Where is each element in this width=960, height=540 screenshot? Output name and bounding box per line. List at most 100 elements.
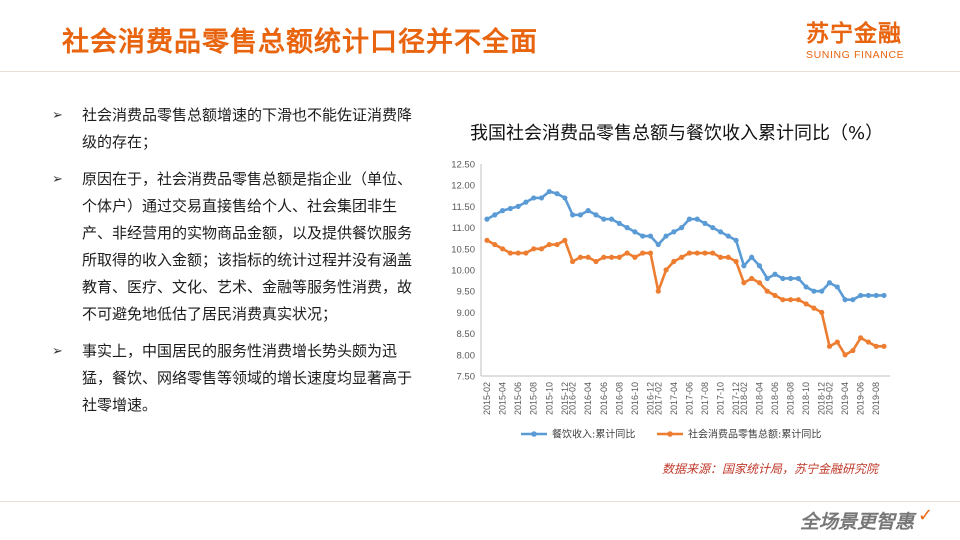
catering-revenue-point <box>756 263 763 269</box>
retail-sales-point <box>616 254 622 260</box>
catering-revenue-point <box>577 212 584 218</box>
retail-sales-point <box>795 297 801 303</box>
y-tick-label: 8.50 <box>457 329 476 340</box>
logo-english-name: SUNING FINANCE <box>806 49 905 61</box>
retail-sales-point <box>694 250 700 256</box>
x-tick-label: 2016-06 <box>599 382 609 415</box>
catering-revenue-point <box>484 216 490 222</box>
x-tick-label: 2016-04 <box>583 382 593 415</box>
catering-revenue-point <box>865 292 872 299</box>
x-tick-label: 2015-08 <box>529 382 539 415</box>
catering-revenue-point <box>492 212 498 218</box>
retail-sales-point <box>531 246 537 252</box>
catering-revenue-point <box>663 233 669 239</box>
retail-sales-point <box>593 258 599 265</box>
retail-sales-point <box>702 250 708 256</box>
catering-revenue-point <box>787 275 794 282</box>
legend-label: 社会消费品零售总额:累计同比 <box>688 428 821 441</box>
catering-revenue-point <box>655 241 661 248</box>
retail-sales-point <box>640 250 646 256</box>
bullet-item: ➢ 原因在于，社会消费品零售总额是指企业（单位、个体户）通过交易直接售给个人、社… <box>52 166 416 328</box>
arrow-bullet-icon: ➢ <box>52 108 63 123</box>
bullet-text: 社会消费品零售总额增速的下滑也不能佐证消费降级的存在； <box>82 106 413 151</box>
catering-revenue-point <box>702 220 708 226</box>
y-tick-label: 11.00 <box>452 223 475 234</box>
catering-revenue-point <box>570 212 576 218</box>
retail-sales-point <box>492 241 498 248</box>
catering-revenue-point <box>881 292 887 299</box>
legend-label: 餐饮收入:累计同比 <box>552 428 635 441</box>
legend-marker <box>667 431 673 437</box>
catering-revenue-point <box>531 195 537 201</box>
catering-revenue-point <box>585 208 591 214</box>
x-tick-label: 2018-02 <box>739 382 749 415</box>
catering-revenue-point <box>733 237 739 243</box>
catering-revenue-point <box>640 233 646 239</box>
y-tick-label: 12.00 <box>451 181 475 192</box>
retail-sales-point <box>608 254 615 260</box>
retail-sales-point <box>858 335 864 341</box>
catering-revenue-point <box>624 225 630 231</box>
x-tick-label: 2018-06 <box>770 382 780 415</box>
retail-sales-point <box>663 267 669 273</box>
x-tick-label: 2018-04 <box>754 382 764 415</box>
retail-sales-point <box>733 258 739 265</box>
y-tick-label: 7.50 <box>457 372 476 383</box>
retail-sales-point <box>655 288 661 294</box>
x-tick-label: 2017-10 <box>716 382 726 415</box>
chart-title: 我国社会消费品零售总额与餐饮收入累计同比（%） <box>470 123 884 144</box>
data-source-note: 数据来源：国家统计局，苏宁金融研究院 <box>662 462 879 476</box>
catering-revenue-point <box>671 229 677 235</box>
footer-slogan: 全场景更智惠 <box>800 511 915 533</box>
retail-sales-point <box>710 250 716 256</box>
retail-sales-point <box>562 237 568 243</box>
catering-revenue-line <box>486 190 884 301</box>
x-tick-label: 2015-02 <box>482 382 492 415</box>
catering-revenue-point <box>593 212 599 218</box>
bullet-item: ➢ 社会消费品零售总额增速的下滑也不能佐证消费降级的存在； <box>52 102 416 156</box>
retail-sales-point <box>515 250 521 256</box>
y-tick-label: 9.50 <box>457 287 476 298</box>
header-divider <box>0 71 960 72</box>
bullet-list: ➢ 社会消费品零售总额增速的下滑也不能佐证消费降级的存在； ➢ 原因在于，社会消… <box>52 102 416 429</box>
catering-revenue-point <box>850 297 856 303</box>
catering-revenue-point <box>694 216 700 222</box>
catering-revenue-point <box>873 292 879 299</box>
check-mark-icon: ✓ <box>918 505 934 526</box>
retail-sales-point <box>717 254 724 260</box>
retail-sales-point <box>819 309 825 315</box>
x-tick-label: 2016-10 <box>630 382 640 415</box>
catering-revenue-point <box>686 216 692 222</box>
catering-revenue-point <box>772 271 778 277</box>
catering-revenue-point <box>523 199 529 205</box>
retail-sales-point <box>507 250 513 256</box>
retail-sales-point <box>585 254 591 260</box>
catering-revenue-point <box>554 191 560 197</box>
catering-revenue-point <box>499 208 506 214</box>
x-tick-label: 2015-06 <box>513 382 523 415</box>
page-title: 社会消费品零售总额统计口径并不全面 <box>62 27 538 58</box>
x-tick-label: 2019-04 <box>840 382 850 415</box>
y-tick-label: 8.00 <box>457 350 476 361</box>
retail-sales-point <box>749 275 755 282</box>
retail-sales-point <box>756 280 763 286</box>
retail-sales-point <box>499 246 506 252</box>
retail-sales-point <box>803 301 809 307</box>
y-tick-label: 10.00 <box>451 266 475 277</box>
catering-revenue-point <box>826 280 833 286</box>
catering-revenue-point <box>538 195 545 201</box>
retail-sales-point <box>538 246 545 252</box>
x-tick-label: 2019-08 <box>871 382 881 415</box>
y-tick-label: 12.50 <box>451 160 475 171</box>
footer-divider <box>0 501 960 502</box>
retail-sales-point <box>881 343 887 349</box>
catering-revenue-point <box>725 233 731 239</box>
x-tick-label: 2018-10 <box>801 382 811 415</box>
retail-sales-point <box>546 241 552 248</box>
retail-sales-point <box>570 258 576 265</box>
retail-sales-point <box>811 305 817 311</box>
x-tick-label: 2018-08 <box>786 382 796 415</box>
legend-marker <box>531 431 537 437</box>
y-tick-label: 9.00 <box>457 308 476 319</box>
line-chart: 7.50 8.00 8.50 9.00 9.50 10.00 10.50 11.00 11.50… <box>451 160 890 441</box>
